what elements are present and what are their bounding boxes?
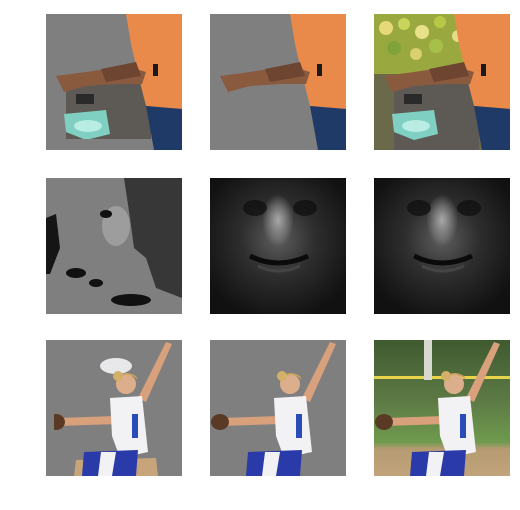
image-r1c3 xyxy=(374,14,510,150)
image-r2c1 xyxy=(46,178,182,314)
image-r1c2 xyxy=(210,14,346,150)
image-r3c2 xyxy=(210,340,346,476)
image-r2c2 xyxy=(210,178,346,314)
image-r3c3 xyxy=(374,340,510,476)
image-r2c3 xyxy=(374,178,510,314)
image-r3c1 xyxy=(46,340,182,476)
image-r1c1 xyxy=(46,14,182,150)
